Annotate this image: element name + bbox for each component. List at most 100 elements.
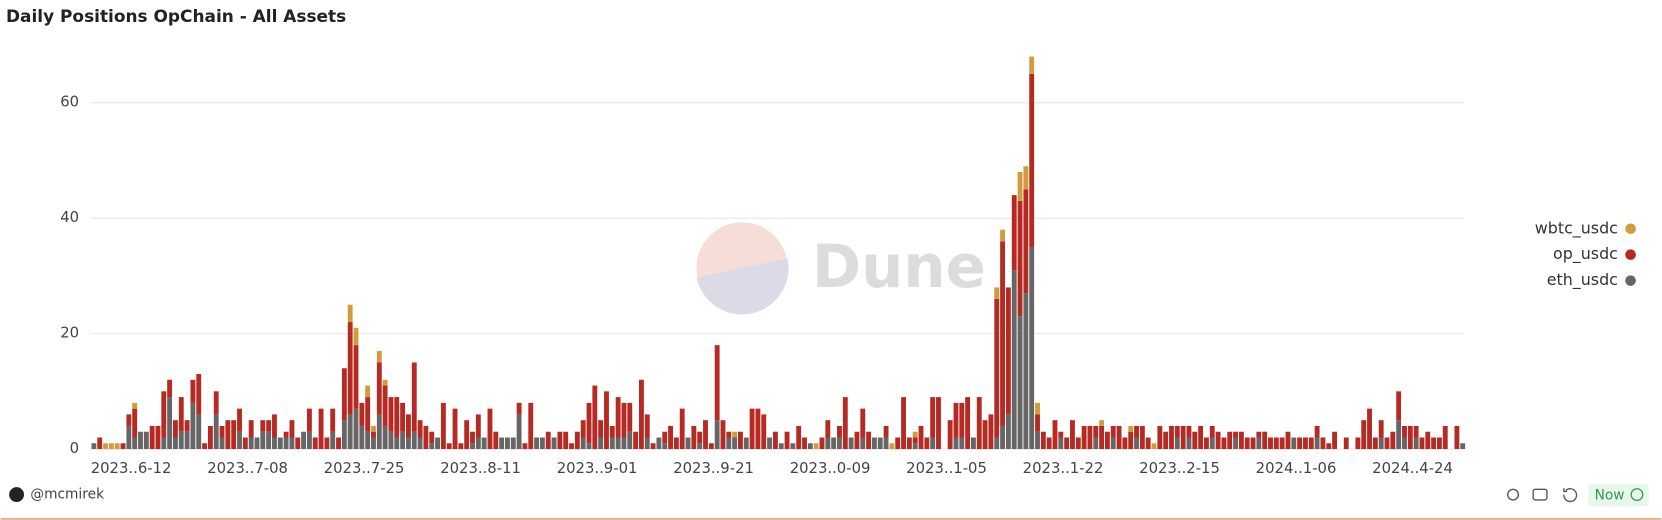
bar-segment: [668, 425, 673, 450]
bar-segment: [1000, 229, 1006, 242]
bar-segment: [1308, 437, 1314, 450]
bar-segment: [1378, 437, 1384, 450]
bar-segment: [289, 420, 295, 438]
bar-segment: [306, 431, 312, 450]
bar-segment: [767, 437, 773, 450]
bar-segment: [592, 385, 598, 450]
bar-segment: [1151, 443, 1157, 450]
bar-segment: [365, 397, 371, 432]
icon-camera[interactable]: [1532, 488, 1548, 501]
bar-segment: [627, 431, 633, 450]
bar-segment: [161, 437, 167, 450]
bar-segment: [1320, 437, 1326, 450]
bar-segment: [1355, 437, 1361, 450]
icon-refresh[interactable]: [1563, 488, 1578, 503]
bar-segment: [283, 437, 289, 450]
bar-segment: [219, 437, 225, 450]
bar-segment: [720, 420, 726, 450]
bar-segment: [1029, 56, 1035, 74]
bar-segment: [866, 431, 872, 450]
bar-segment: [388, 397, 394, 432]
bar-segment: [644, 437, 650, 450]
bar-segment: [440, 402, 446, 450]
x-tick-label: 2024..4-24: [1372, 460, 1453, 477]
bar-segment: [272, 437, 277, 450]
bar-segment: [1104, 431, 1110, 450]
bar-segment: [796, 425, 802, 450]
bar-segment: [703, 420, 708, 450]
bar-segment: [837, 425, 842, 438]
bar-segment: [1005, 287, 1011, 415]
bar-segment: [464, 420, 470, 450]
bar-segment: [738, 431, 743, 450]
bar-segment: [435, 437, 440, 450]
bar-segment: [196, 414, 202, 450]
bar-segment: [1029, 247, 1035, 450]
bar-segment: [842, 397, 848, 450]
bar-segment: [1000, 241, 1006, 426]
bar-segment: [1046, 437, 1052, 450]
x-tick-label: 2023..0-09: [790, 460, 871, 477]
bar-segment: [883, 425, 889, 438]
bar-segment: [353, 345, 359, 409]
author[interactable]: @mcmirek: [30, 487, 104, 503]
bar-segment: [225, 420, 231, 450]
bar-segment: [772, 431, 778, 450]
bar-segment: [184, 431, 190, 450]
bar-segment: [1017, 200, 1023, 317]
bar-segment: [1128, 425, 1134, 432]
bar-segment: [877, 437, 883, 450]
bar-segment: [260, 420, 266, 432]
bar-segment: [563, 431, 569, 450]
bar-segment: [1291, 437, 1297, 450]
bar-segment: [347, 304, 353, 323]
legend-label: op_usdc: [1553, 244, 1618, 264]
bar-segment: [1017, 316, 1023, 450]
bar-segment: [353, 327, 359, 346]
bar-segment: [1303, 437, 1308, 450]
x-tick-label: 2023..1-05: [906, 460, 987, 477]
bar-segment: [895, 437, 901, 450]
bar-segment: [1209, 425, 1215, 438]
bar-segment: [376, 362, 382, 415]
bar-segment: [644, 414, 650, 438]
bar-segment: [1070, 420, 1075, 450]
bar-segment: [277, 437, 283, 450]
x-tick-label: 2023..9-01: [557, 460, 638, 477]
bar-segment: [906, 437, 912, 450]
bar-segment: [1058, 437, 1064, 450]
bar-segment: [1262, 431, 1268, 450]
x-tick-label: 2023..2-15: [1139, 460, 1220, 477]
x-tick-label: 2023..7-08: [207, 460, 288, 477]
icon-hide[interactable]: [1507, 488, 1520, 501]
bar-segment: [860, 408, 866, 438]
bar-segment: [714, 420, 720, 450]
watermark-logo-part: [696, 258, 789, 315]
bar-segment: [598, 437, 604, 450]
bar-segment: [1174, 437, 1180, 450]
bar-segment: [143, 431, 149, 450]
bar-segment: [237, 431, 242, 450]
bar-segment: [394, 397, 400, 438]
bar-segment: [336, 437, 341, 450]
bar-segment: [1058, 431, 1064, 438]
bar-segment: [971, 437, 976, 450]
bar-segment: [598, 420, 604, 438]
bar-segment: [609, 437, 615, 450]
bar-segment: [994, 298, 1000, 438]
bar-segment: [697, 443, 703, 450]
avatar: [9, 487, 24, 502]
bar-segment: [470, 431, 475, 444]
x-tick-label: 2023..9-21: [673, 460, 754, 477]
bar-segment: [912, 443, 918, 450]
bar-segment: [359, 425, 365, 450]
bar-segment: [1035, 414, 1040, 432]
bar-segment: [330, 408, 336, 432]
bar-segment: [347, 322, 353, 415]
bar-segment: [248, 420, 254, 438]
bar-segment: [1198, 425, 1204, 450]
bar-segment: [1163, 431, 1169, 450]
bar-segment: [1297, 437, 1303, 450]
x-tick-label: 2023..7-25: [324, 460, 405, 477]
